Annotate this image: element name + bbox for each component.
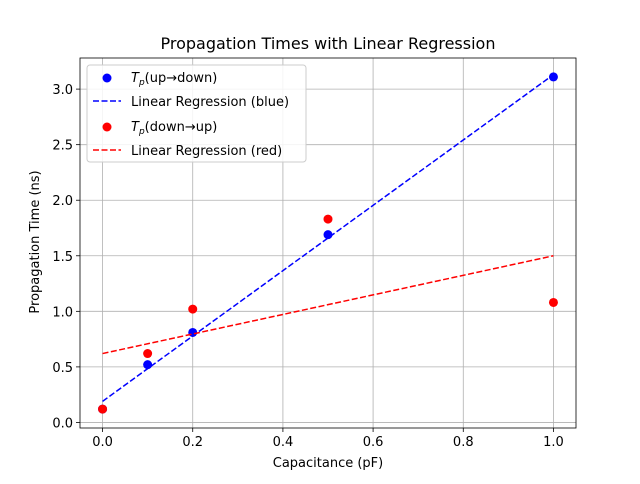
legend-label-0: Tp(up→down) (131, 71, 217, 88)
legend: Tp(up→down) Linear Regression (blue) Tp(do… (86, 64, 307, 163)
legend-label-2: Tp(down→up) (131, 120, 217, 137)
legend-label-1: Linear Regression (blue) (131, 95, 289, 110)
scatter-point-series-2 (548, 297, 558, 307)
tick-marks: 0.0 0.2 0.4 0.6 0.8 1.0 0.0 0.5 1.0 1.5 2.0 2.5 3.0 (52, 83, 563, 450)
chart-title: Propagation Times with Linear Regression (161, 34, 496, 53)
x-tick-label: 0.6 (363, 435, 384, 450)
legend-box (86, 64, 307, 163)
scatter-point-series-0 (323, 230, 333, 240)
y-tick-label: 2.5 (52, 139, 73, 154)
regression-line-3 (102, 255, 554, 355)
scatter-point-series-0 (548, 72, 558, 82)
x-tick-label: 0.8 (453, 435, 474, 450)
x-tick-label: 0.0 (92, 435, 113, 450)
scatter-point-series-2 (323, 214, 333, 224)
y-tick-label: 0.0 (52, 416, 73, 431)
regression-line-1 (102, 74, 554, 402)
y-tick-label: 2.0 (52, 194, 73, 209)
legend-dot-marker-2 (102, 122, 112, 132)
x-tick-label: 1.0 (543, 435, 564, 450)
axes-frame (79, 57, 577, 429)
scatter-point-series-0 (143, 360, 153, 370)
scatter-point-series-2 (143, 349, 153, 359)
y-tick-label: 3.0 (52, 83, 73, 98)
x-tick-label: 0.4 (273, 435, 294, 450)
y-tick-label: 1.0 (52, 305, 73, 320)
legend-label-3: Linear Regression (red) (131, 144, 282, 159)
y-tick-label: 1.5 (52, 250, 73, 265)
axes-frame-rect (79, 57, 577, 429)
scatter-point-series-2 (98, 404, 108, 414)
x-tick-label: 0.2 (182, 435, 203, 450)
scatter-point-series-2 (188, 304, 198, 314)
y-axis-label: Propagation Time (ns) (28, 170, 43, 313)
legend-dot-marker-0 (102, 73, 112, 83)
plot-series (98, 72, 558, 414)
y-tick-label: 0.5 (52, 361, 73, 376)
x-axis-label: Capacitance (pF) (273, 456, 383, 471)
